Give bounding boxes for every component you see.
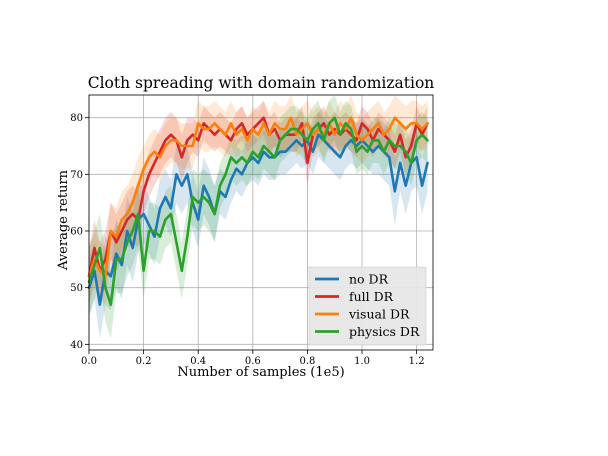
line-full-dr (87, 116, 429, 278)
legend-label-no-dr: no DR (349, 272, 389, 287)
x-tick-label: 0.6 (245, 356, 261, 367)
x-tick-label: 0.4 (190, 356, 206, 367)
band-no-dr (89, 112, 428, 339)
x-tick-label: 1.2 (409, 356, 425, 367)
y-tick-label: 60 (70, 227, 83, 238)
legend-label-full-dr: full DR (349, 289, 394, 304)
chart-title: Cloth spreading with domain randomizatio… (88, 74, 435, 92)
band-visual-dr (89, 95, 428, 305)
plot-frame (88, 94, 434, 351)
series-lines (87, 116, 429, 307)
y-tick-label: 40 (70, 340, 83, 351)
legend-label-visual-dr: visual DR (348, 307, 410, 322)
legend: no DR full DR visual DR physics DR (308, 266, 427, 346)
y-axis-label: Average return (56, 169, 71, 271)
y-axis-ticks: 40 50 60 70 80 (70, 113, 89, 351)
y-tick-label: 80 (70, 113, 83, 124)
confidence-bands (89, 95, 428, 339)
legend-label-physics-dr: physics DR (349, 324, 420, 339)
band-full-dr (89, 100, 428, 305)
x-tick-label: 0.2 (136, 356, 152, 367)
line-visual-dr (87, 116, 429, 278)
y-tick-label: 50 (70, 283, 83, 294)
line-no-dr (87, 133, 429, 307)
x-tick-label: 1.0 (354, 356, 370, 367)
x-tick-label: 0.8 (299, 356, 315, 367)
x-axis-label: Number of samples (1e5) (177, 365, 344, 380)
line-physics-dr (87, 116, 429, 307)
y-tick-label: 70 (70, 170, 83, 181)
x-axis-ticks: 0.0 0.2 0.4 0.6 0.8 1.0 1.2 (81, 350, 425, 367)
x-tick-label: 0.0 (81, 356, 97, 367)
band-physics-dr (89, 95, 428, 339)
